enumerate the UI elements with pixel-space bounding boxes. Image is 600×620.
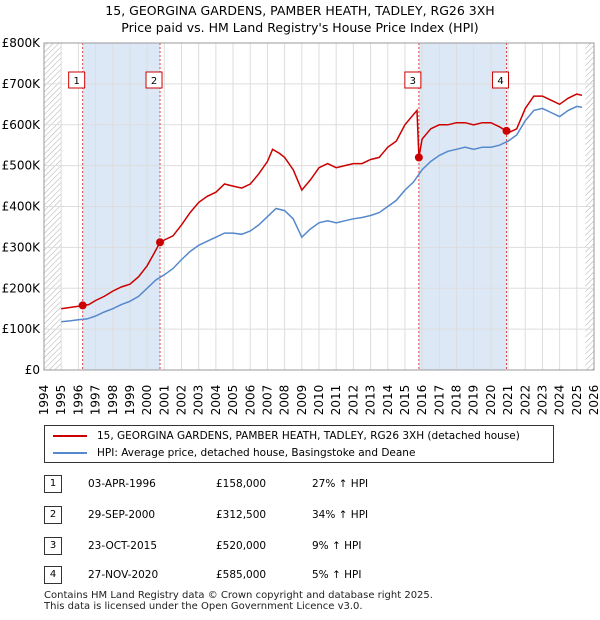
legend-item-hpi: HPI: Average price, detached house, Basi… xyxy=(53,445,415,461)
x-tick-label: 2019 xyxy=(467,385,481,416)
x-tick-label: 2007 xyxy=(260,385,274,416)
chart-legend: 15, GEORGINA GARDENS, PAMBER HEATH, TADL… xyxy=(44,425,554,463)
transaction-hpi: 5% ↑ HPI xyxy=(312,569,362,581)
transaction-price: £158,000 xyxy=(216,478,267,490)
transaction-date: 23-OCT-2015 xyxy=(88,540,157,552)
legend-swatch-hpi xyxy=(53,452,87,454)
chart-subtitle: Price paid vs. HM Land Registry's House … xyxy=(121,20,479,35)
y-tick-label: £600K xyxy=(2,118,42,132)
y-tick-label: £300K xyxy=(2,240,42,254)
sale-label-box xyxy=(68,71,86,89)
x-tick-label: 2011 xyxy=(329,385,343,416)
x-tick-label: 2023 xyxy=(535,385,549,416)
x-tick-label: 2020 xyxy=(484,385,498,416)
y-tick-label: £200K xyxy=(2,281,42,295)
y-tick-label: £100K xyxy=(2,322,42,336)
sale-label: 3 xyxy=(410,76,416,87)
transaction-price: £585,000 xyxy=(216,569,267,581)
x-tick-label: 2000 xyxy=(140,385,154,416)
x-tick-label: 2010 xyxy=(312,385,326,416)
x-tick-label: 2001 xyxy=(157,385,171,416)
sale-label-box xyxy=(404,71,422,89)
x-tick-label: 2013 xyxy=(364,385,378,416)
footer-licence: This data is licensed under the Open Gov… xyxy=(44,601,363,612)
x-tick-label: 1997 xyxy=(89,385,103,416)
x-tick-label: 2005 xyxy=(226,385,240,416)
sale-label: 4 xyxy=(497,76,503,87)
x-tick-label: 2003 xyxy=(192,385,206,416)
transaction-price: £312,500 xyxy=(216,509,267,521)
x-tick-label: 2006 xyxy=(243,385,257,416)
price-chart: 1 2 3 4 £0 £100K £200K £300K £400K £500K £600K £700… xyxy=(2,36,600,416)
legend-label-hpi: HPI: Average price, detached house, Basi… xyxy=(97,447,416,459)
x-tick-label: 1994 xyxy=(37,385,51,416)
x-tick-label: 2018 xyxy=(450,385,464,416)
x-tick-label: 2025 xyxy=(570,385,584,416)
x-tick-label: 2017 xyxy=(432,385,446,416)
x-tick-label: 2014 xyxy=(381,385,395,416)
sale-label: 1 xyxy=(73,76,79,87)
transaction-number: 3 xyxy=(44,537,62,555)
chart-title: 15, GEORGINA GARDENS, PAMBER HEATH, TADL… xyxy=(105,3,495,18)
transaction-date: 03-APR-1996 xyxy=(88,478,156,490)
x-tick-label: 1999 xyxy=(123,385,137,416)
transaction-date: 29-SEP-2000 xyxy=(88,509,156,521)
x-tick-label: 2026 xyxy=(587,385,600,416)
x-tick-label: 2016 xyxy=(415,385,429,416)
legend-label-property: 15, GEORGINA GARDENS, PAMBER HEATH, TADL… xyxy=(97,430,520,442)
legend-item-property: 15, GEORGINA GARDENS, PAMBER HEATH, TADL… xyxy=(53,428,520,444)
y-tick-label: £700K xyxy=(2,77,42,91)
transaction-date: 27-NOV-2020 xyxy=(88,569,159,581)
x-tick-label: 2008 xyxy=(278,385,292,416)
transaction-hpi: 9% ↑ HPI xyxy=(312,540,362,552)
y-tick-label: £500K xyxy=(2,159,42,173)
plot-border xyxy=(43,42,595,371)
x-tick-label: 2002 xyxy=(175,385,189,416)
footer-copyright: Contains HM Land Registry data © Crown c… xyxy=(44,590,433,601)
x-tick-label: 2015 xyxy=(398,385,412,416)
transaction-hpi: 27% ↑ HPI xyxy=(312,478,369,490)
sale-point xyxy=(502,126,511,135)
x-tick-label: 2024 xyxy=(553,385,567,416)
legend-swatch-property xyxy=(53,435,87,437)
sale-point xyxy=(156,238,165,247)
transaction-hpi: 34% ↑ HPI xyxy=(312,509,369,521)
x-tick-label: 1995 xyxy=(54,385,68,416)
transaction-number: 4 xyxy=(44,566,62,584)
property-price-line xyxy=(61,93,583,310)
y-tick-label: £800K xyxy=(2,36,42,50)
y-tick-label: £0 xyxy=(25,363,40,377)
sale-label: 2 xyxy=(151,76,157,87)
x-tick-label: 2004 xyxy=(209,385,223,416)
transaction-number: 1 xyxy=(44,475,62,493)
transaction-number: 2 xyxy=(44,506,62,524)
x-tick-label: 2021 xyxy=(501,385,515,416)
sale-label-box xyxy=(145,71,163,89)
x-tick-label: 1996 xyxy=(71,385,85,416)
transaction-price: £520,000 xyxy=(216,540,267,552)
x-tick-label: 2022 xyxy=(518,385,532,416)
hpi-line xyxy=(61,105,583,323)
sale-point xyxy=(414,153,423,162)
sale-point xyxy=(78,301,87,310)
x-tick-label: 1998 xyxy=(106,385,120,416)
x-tick-label: 2009 xyxy=(295,385,309,416)
y-tick-label: £400K xyxy=(2,200,42,214)
x-tick-label: 2012 xyxy=(346,385,360,416)
sale-label-box xyxy=(492,71,510,89)
